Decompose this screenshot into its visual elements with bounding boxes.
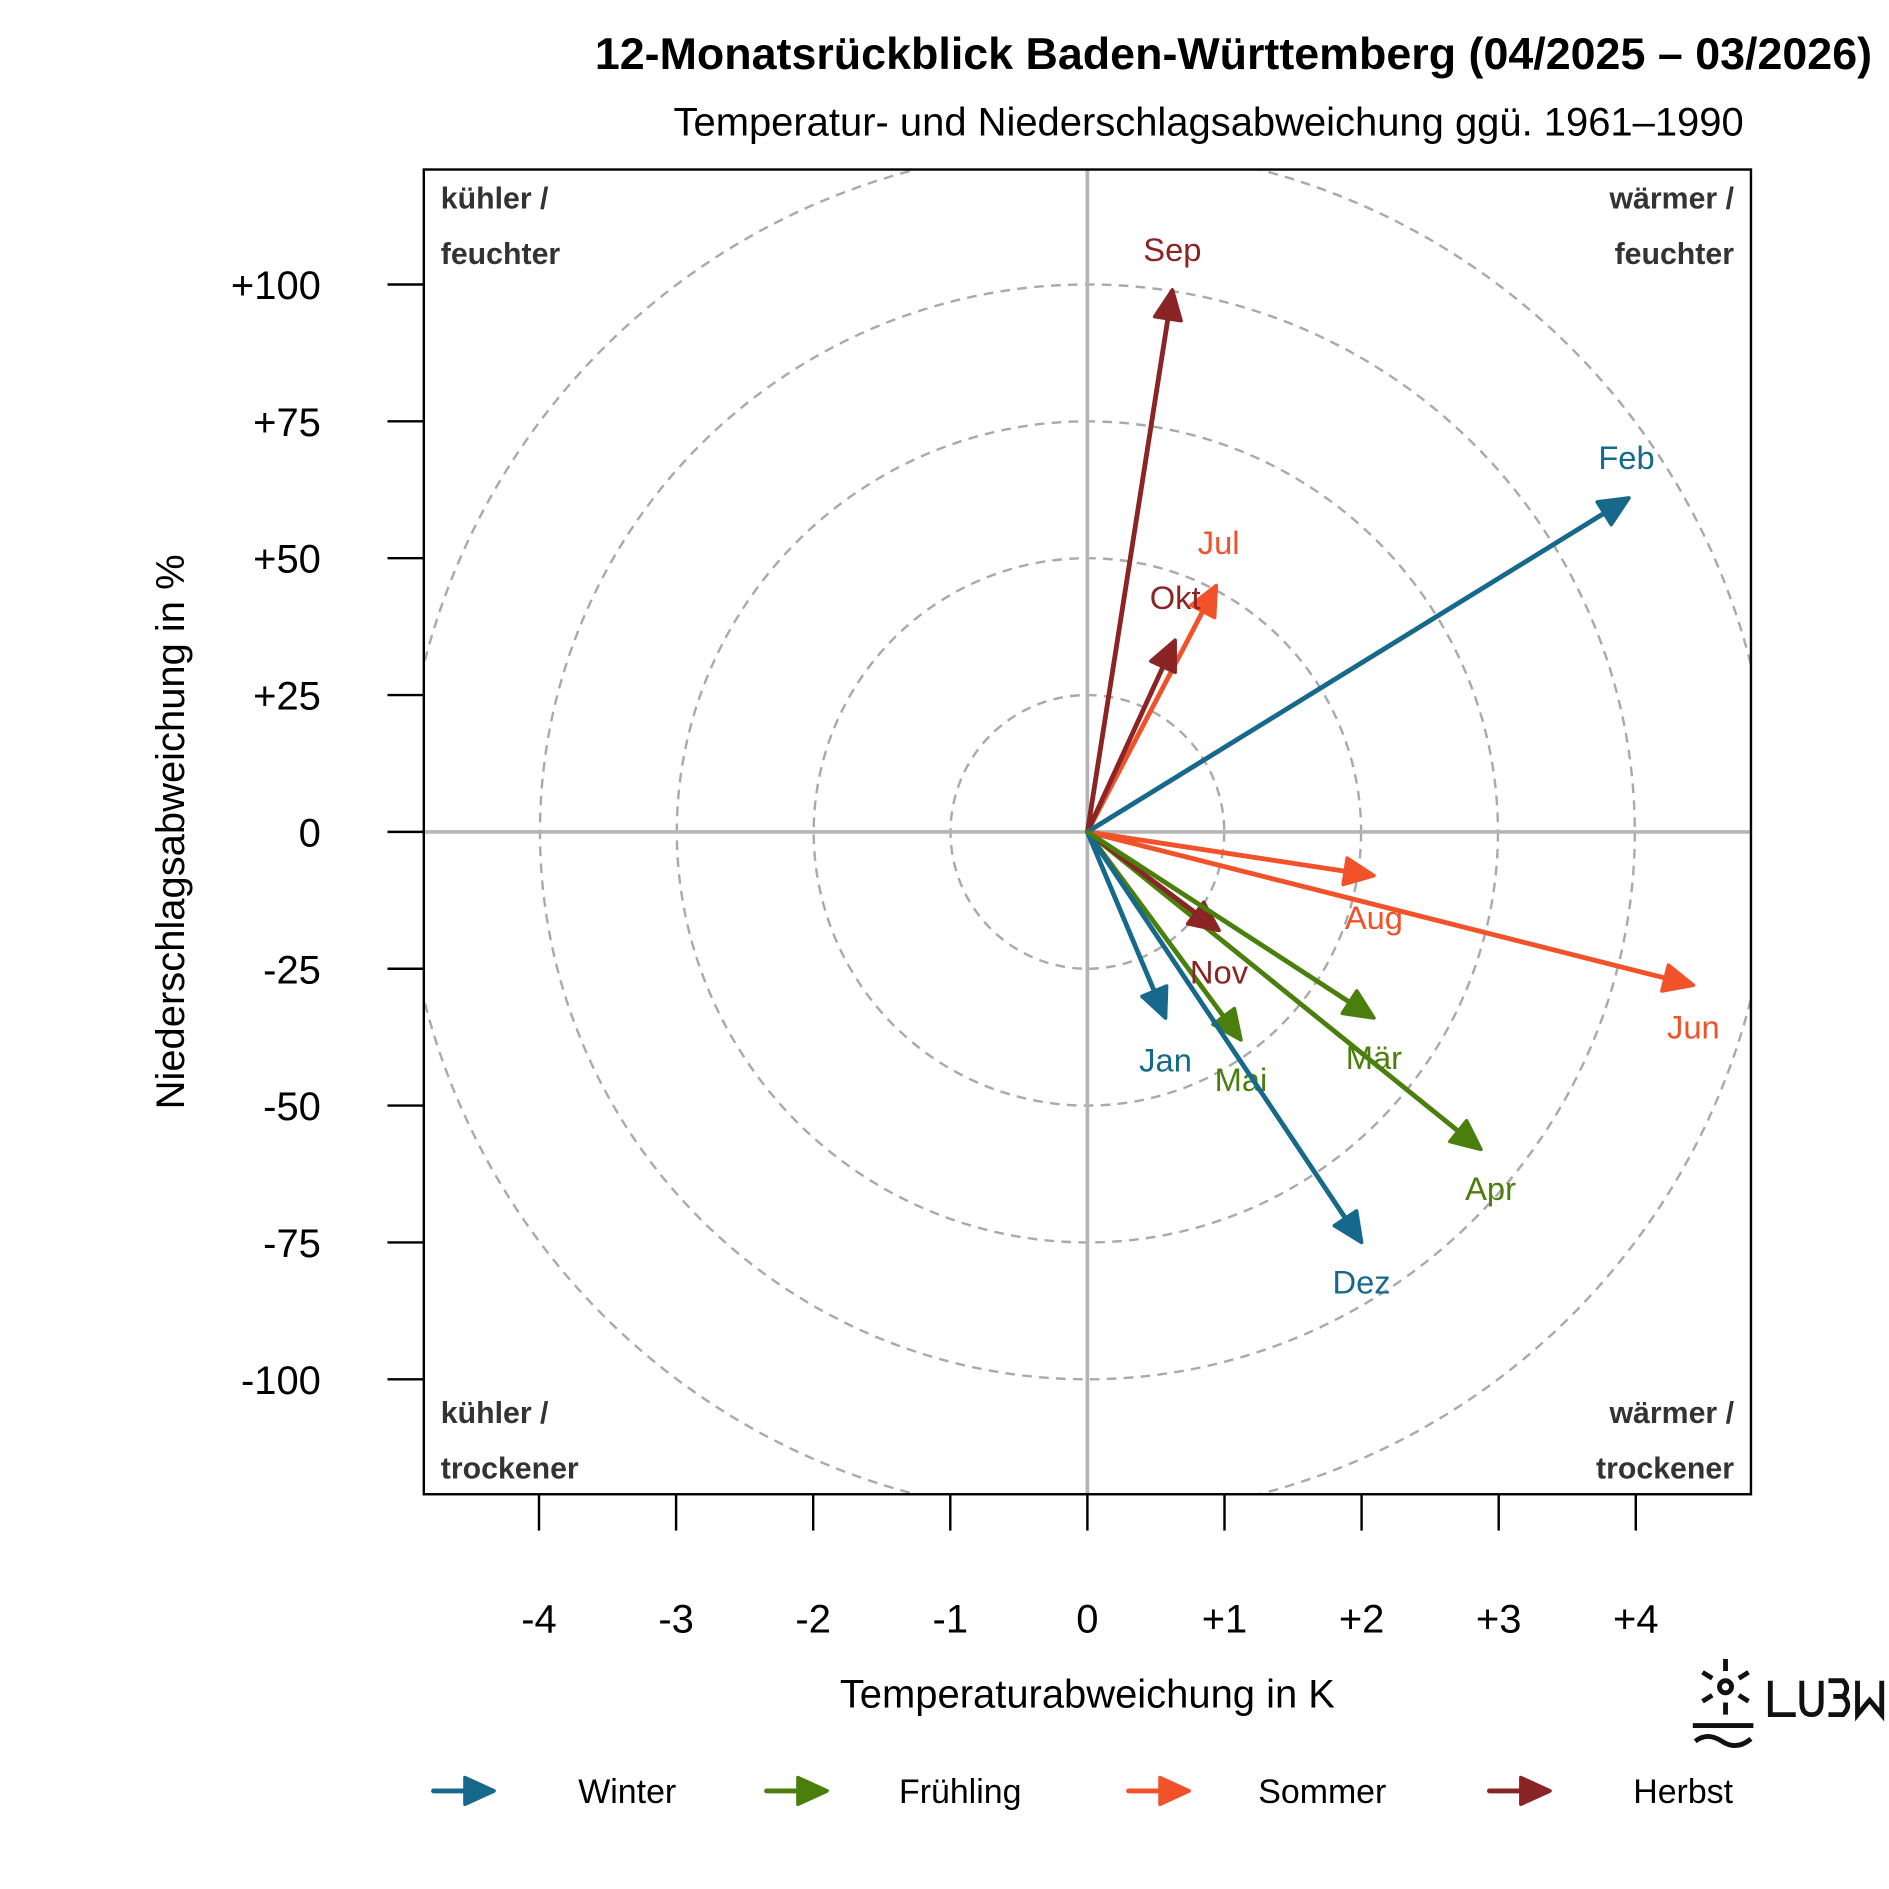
arrow-apr-shaft [1084,829,1461,1134]
y-tick-label: +25 [253,675,321,719]
quadrant-label-top-left: kühler / [441,182,549,215]
quadrant-label-bottom-left: trockener [441,1453,579,1486]
arrow-sep-shaft [1084,316,1171,835]
legend-arrow-herbst-head [1519,1775,1552,1807]
y-tick-label: 0 [299,811,321,855]
quadrant-label-top-right: feuchter [1615,238,1735,271]
legend-label: Winter [578,1773,676,1811]
y-tick-label: +100 [231,264,321,308]
y-tick-label: -50 [263,1085,321,1129]
arrow-feb-head [1595,496,1631,527]
arrow-aug-shaft [1084,829,1348,874]
x-tick-label: -3 [658,1597,694,1641]
quadrant-label-bottom-right: wärmer / [1609,1397,1735,1430]
x-tick-label: 0 [1076,1597,1098,1641]
month-label: Nov [1190,954,1249,991]
legend-label: Sommer [1258,1773,1386,1811]
x-tick-label: -4 [521,1597,557,1641]
arrow-jun-head [1660,963,1696,993]
month-label: Mär [1346,1039,1402,1076]
quadrant-label-top-left: feuchter [441,238,561,271]
legend-label: Herbst [1633,1773,1733,1811]
legend-arrow-winter-head [463,1775,496,1807]
month-label: Feb [1598,439,1654,476]
month-label: Jan [1139,1041,1192,1078]
x-tick-label: -1 [933,1597,969,1641]
arrow-mär-shaft [1084,829,1352,1005]
arrow-mär-head [1340,989,1376,1020]
y-axis-label: Niederschlagsabweichung in % [149,554,193,1109]
chart-title: 12-Monatsrückblick Baden-Württemberg (04… [595,29,1872,79]
y-tick-label: -75 [263,1222,321,1266]
x-tick-label: +3 [1476,1597,1522,1641]
arrow-sep-head [1152,288,1183,323]
chart-subtitle: Temperatur- und Niederschlagsabweichung … [674,101,1744,145]
month-label: Apr [1465,1170,1516,1207]
arrow-mai-head [1211,1006,1243,1042]
arrow-aug-head [1341,856,1376,887]
lubw-logo [1692,1658,1885,1748]
y-tick-label: -25 [263,948,321,992]
y-tick-label: -100 [241,1359,321,1403]
arrow-okt-head [1149,638,1177,675]
x-tick-label: +1 [1202,1597,1248,1641]
arrow-nov-head [1185,900,1221,933]
arrow-jun-shaft [1084,829,1668,981]
x-tick-label: -2 [795,1597,831,1641]
x-axis-label: Temperaturabweichung in K [840,1672,1335,1716]
arrow-jul-head [1189,583,1219,620]
arrow-apr-head [1448,1118,1483,1152]
legend-arrow-frühling-head [796,1775,829,1807]
quadrant-label-top-right: wärmer / [1609,182,1735,215]
y-tick-label: +50 [253,538,321,582]
x-tick-label: +4 [1613,1597,1659,1641]
month-label: Jun [1667,1008,1720,1045]
month-label: Jul [1198,524,1240,561]
arrow-jan-head [1140,984,1169,1020]
x-tick-label: +2 [1339,1597,1385,1641]
month-label: Okt [1150,579,1201,616]
y-tick-label: +75 [253,401,321,445]
month-label: Sep [1143,231,1201,268]
quadrant-label-bottom-right: trockener [1596,1453,1734,1486]
arrow-dez-shaft [1084,829,1348,1221]
quadrant-label-bottom-left: kühler / [441,1397,549,1430]
arrow-jan-shaft [1084,829,1157,994]
arrow-dez-head [1332,1209,1364,1245]
arrow-okt-shaft [1084,664,1166,835]
arrow-feb-shaft [1084,510,1607,835]
legend-label: Frühling [899,1773,1021,1811]
month-label: Dez [1333,1263,1391,1300]
month-label: Aug [1345,899,1403,936]
legend-arrow-sommer-head [1158,1775,1191,1807]
